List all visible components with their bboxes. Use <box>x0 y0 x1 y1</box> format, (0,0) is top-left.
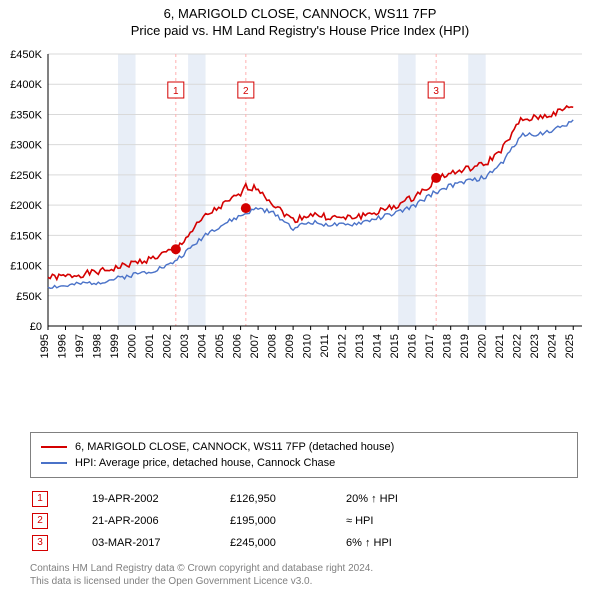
svg-text:1997: 1997 <box>74 334 86 358</box>
svg-text:2011: 2011 <box>319 334 331 358</box>
marker-relation: ≈ HPI <box>346 515 373 527</box>
svg-text:2021: 2021 <box>494 334 506 358</box>
marker-price: £126,950 <box>230 493 346 505</box>
fineprint: Contains HM Land Registry data © Crown c… <box>30 562 578 588</box>
svg-text:2015: 2015 <box>389 334 401 358</box>
svg-text:2002: 2002 <box>162 334 174 358</box>
marker-price: £195,000 <box>230 515 346 527</box>
title-block: 6, MARIGOLD CLOSE, CANNOCK, WS11 7FP Pri… <box>0 0 600 38</box>
svg-text:£0: £0 <box>30 321 42 333</box>
chart-subtitle: Price paid vs. HM Land Registry's House … <box>0 23 600 38</box>
bottom-block: 6, MARIGOLD CLOSE, CANNOCK, WS11 7FP (de… <box>30 432 578 588</box>
svg-text:2022: 2022 <box>512 334 524 358</box>
legend-swatch <box>41 462 67 464</box>
marker-relation: 6% ↑ HPI <box>346 537 392 549</box>
marker-table: 1 19-APR-2002£126,95020% ↑ HPI 2 21-APR-200… <box>30 488 578 554</box>
chart-container: 6, MARIGOLD CLOSE, CANNOCK, WS11 7FP Pri… <box>0 0 600 590</box>
svg-text:£150K: £150K <box>10 230 42 242</box>
svg-text:2009: 2009 <box>284 334 296 358</box>
svg-text:1998: 1998 <box>92 334 104 358</box>
svg-text:1996: 1996 <box>57 334 69 358</box>
marker-relation: 20% ↑ HPI <box>346 493 398 505</box>
fineprint-line: This data is licensed under the Open Gov… <box>30 575 578 588</box>
svg-text:1: 1 <box>173 86 179 97</box>
fineprint-line: Contains HM Land Registry data © Crown c… <box>30 562 578 575</box>
legend-item: 6, MARIGOLD CLOSE, CANNOCK, WS11 7FP (de… <box>41 439 567 455</box>
svg-text:2024: 2024 <box>547 334 559 358</box>
marker-index-box: 1 <box>32 491 48 507</box>
line-chart: 1231995199619971998199920002001200220032… <box>48 50 588 380</box>
svg-text:2025: 2025 <box>564 334 576 358</box>
svg-text:£450K: £450K <box>10 49 42 61</box>
svg-text:2003: 2003 <box>179 334 191 358</box>
svg-text:2023: 2023 <box>529 334 541 358</box>
svg-text:2: 2 <box>243 86 249 97</box>
svg-text:2004: 2004 <box>197 334 209 358</box>
svg-text:2001: 2001 <box>144 334 156 358</box>
svg-text:3: 3 <box>433 86 439 97</box>
svg-text:£250K: £250K <box>10 170 42 182</box>
svg-text:2012: 2012 <box>337 334 349 358</box>
svg-text:£300K: £300K <box>10 140 42 152</box>
svg-text:£400K: £400K <box>10 79 42 91</box>
svg-text:2010: 2010 <box>302 334 314 358</box>
svg-text:2017: 2017 <box>424 334 436 358</box>
svg-text:2007: 2007 <box>249 334 261 358</box>
marker-date: 19-APR-2002 <box>92 493 230 505</box>
marker-row: 1 19-APR-2002£126,95020% ↑ HPI <box>30 488 578 510</box>
legend-swatch <box>41 446 67 448</box>
svg-text:2019: 2019 <box>459 334 471 358</box>
svg-text:2008: 2008 <box>267 334 279 358</box>
legend-item: HPI: Average price, detached house, Cann… <box>41 455 567 471</box>
marker-date: 21-APR-2006 <box>92 515 230 527</box>
svg-text:£350K: £350K <box>10 109 42 121</box>
svg-text:1995: 1995 <box>39 334 51 358</box>
svg-text:£50K: £50K <box>16 291 42 303</box>
marker-index-box: 2 <box>32 513 48 529</box>
svg-text:£200K: £200K <box>10 200 42 212</box>
svg-text:2020: 2020 <box>477 334 489 358</box>
marker-row: 2 21-APR-2006£195,000≈ HPI <box>30 510 578 532</box>
svg-text:2016: 2016 <box>407 334 419 358</box>
svg-text:1999: 1999 <box>109 334 121 358</box>
chart-area: 1231995199619971998199920002001200220032… <box>48 50 588 380</box>
svg-text:£100K: £100K <box>10 261 42 273</box>
legend-label: HPI: Average price, detached house, Cann… <box>75 457 335 469</box>
svg-text:2014: 2014 <box>372 334 384 358</box>
svg-text:2013: 2013 <box>354 334 366 358</box>
marker-price: £245,000 <box>230 537 346 549</box>
legend: 6, MARIGOLD CLOSE, CANNOCK, WS11 7FP (de… <box>30 432 578 478</box>
svg-text:2005: 2005 <box>214 334 226 358</box>
svg-text:2000: 2000 <box>127 334 139 358</box>
legend-label: 6, MARIGOLD CLOSE, CANNOCK, WS11 7FP (de… <box>75 441 394 453</box>
svg-text:2006: 2006 <box>232 334 244 358</box>
marker-row: 3 03-MAR-2017£245,0006% ↑ HPI <box>30 532 578 554</box>
marker-date: 03-MAR-2017 <box>92 537 230 549</box>
svg-text:2018: 2018 <box>442 334 454 358</box>
marker-index-box: 3 <box>32 535 48 551</box>
chart-title: 6, MARIGOLD CLOSE, CANNOCK, WS11 7FP <box>0 6 600 21</box>
